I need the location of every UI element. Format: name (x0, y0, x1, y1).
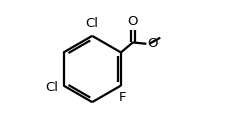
Text: O: O (147, 37, 158, 50)
Text: F: F (119, 91, 126, 104)
Text: Cl: Cl (45, 81, 58, 94)
Text: Cl: Cl (86, 18, 99, 30)
Text: O: O (128, 15, 138, 28)
